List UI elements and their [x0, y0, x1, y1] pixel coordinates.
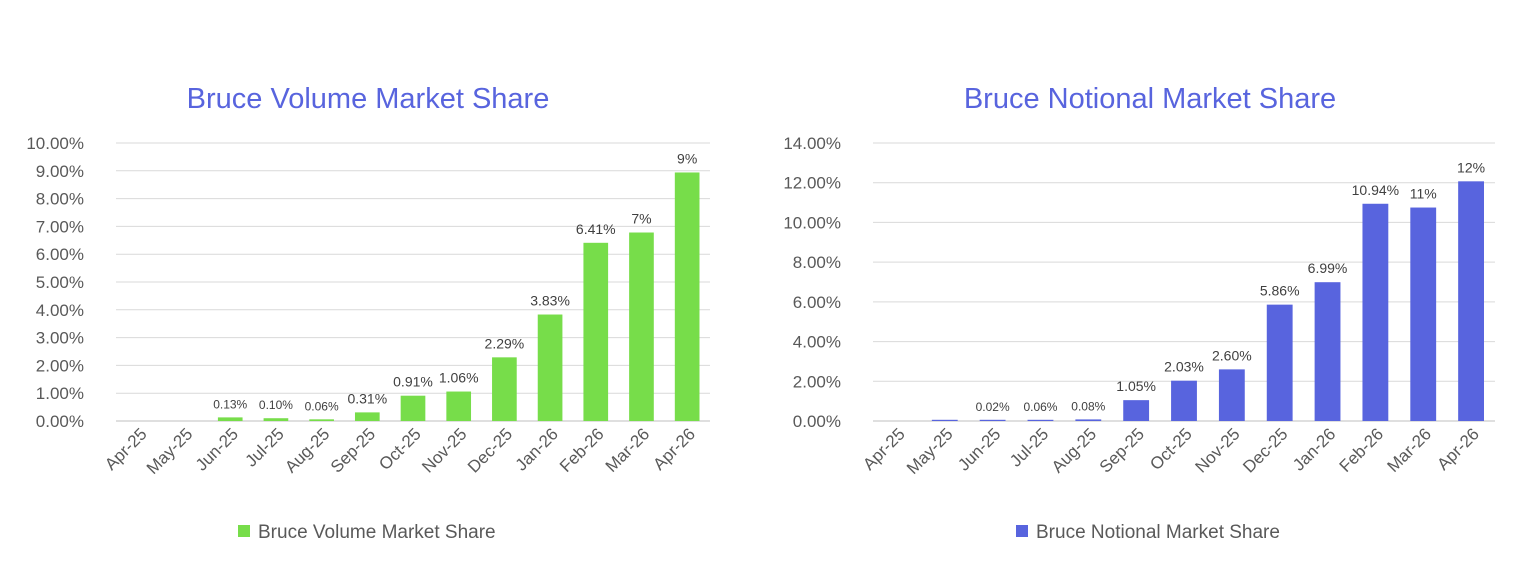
- y-tick-label: 0.00%: [36, 412, 84, 431]
- bar: [674, 172, 700, 421]
- x-tick-label: Nov-25: [1191, 424, 1243, 476]
- x-tick-label: Jun-25: [954, 424, 1004, 474]
- x-tick-label: Nov-25: [418, 424, 470, 476]
- volume-market-share-chart: Bruce Volume Market Share 0.00% 1.00% 2.00%…: [26, 83, 710, 543]
- bar: [492, 357, 517, 421]
- bar: [1314, 282, 1341, 421]
- bar: [979, 419, 1006, 421]
- y-tick-label: 12.00%: [783, 174, 841, 193]
- y-tick-label: 10.00%: [26, 134, 84, 153]
- bar: [1171, 380, 1197, 421]
- x-tick-label: Oct-25: [1146, 424, 1196, 474]
- data-label: 12%: [1457, 159, 1485, 175]
- bar: [583, 242, 609, 421]
- legend-swatch: [238, 525, 250, 537]
- y-tick-label: 2.00%: [36, 356, 84, 375]
- x-tick-label: Jun-25: [192, 424, 242, 474]
- bar: [446, 391, 472, 421]
- data-label: 0.31%: [347, 390, 387, 406]
- bar: [1123, 400, 1150, 421]
- data-label: 0.02%: [976, 400, 1010, 414]
- bar: [537, 314, 563, 421]
- bar: [1027, 419, 1054, 421]
- x-tick-label: Jan-26: [1289, 424, 1339, 474]
- x-tick-label: Sep-25: [327, 424, 379, 476]
- data-label: 2.60%: [1212, 347, 1252, 363]
- y-tick-label: 14.00%: [783, 134, 841, 153]
- bar: [1075, 419, 1102, 421]
- x-tick-label: Feb-26: [1336, 424, 1388, 476]
- y-tick-label: 4.00%: [36, 301, 84, 320]
- x-tick-label: Apr-26: [1433, 424, 1483, 474]
- data-label: 2.29%: [485, 335, 525, 351]
- data-label: 1.06%: [439, 370, 479, 386]
- y-tick-label: 4.00%: [793, 333, 841, 352]
- data-label: 1.05%: [1116, 378, 1156, 394]
- y-tick-label: 3.00%: [36, 329, 84, 348]
- legend-label: Bruce Notional Market Share: [1036, 522, 1280, 543]
- data-label: 0.13%: [213, 397, 247, 411]
- data-label: 2.03%: [1164, 359, 1204, 375]
- bar: [1458, 181, 1484, 421]
- data-label: 10.94%: [1352, 182, 1399, 198]
- x-tick-label: Jan-26: [512, 424, 562, 474]
- y-tick-label: 2.00%: [793, 372, 841, 391]
- data-label: 0.08%: [1071, 399, 1105, 413]
- x-tick-label: Apr-26: [649, 424, 699, 474]
- x-tick-label: Mar-26: [602, 424, 654, 476]
- bar: [217, 417, 243, 421]
- notional-market-share-chart: Bruce Notional Market Share 0.00% 2.00% 4.0…: [783, 83, 1495, 543]
- data-label: 6.41%: [576, 221, 616, 237]
- data-label: 11%: [1410, 186, 1437, 202]
- x-tick-label: Sep-25: [1096, 424, 1148, 476]
- x-tick-label: Oct-25: [375, 424, 425, 474]
- chart-title: Bruce Volume Market Share: [187, 83, 550, 115]
- data-label: 3.83%: [530, 293, 570, 309]
- x-tick-label: Jul-25: [1006, 424, 1052, 470]
- x-tick-label: Feb-26: [556, 424, 608, 476]
- y-tick-label: 0.00%: [793, 412, 841, 431]
- y-tick-label: 7.00%: [36, 217, 84, 236]
- data-label: 0.91%: [393, 374, 433, 390]
- x-tick-label: Dec-25: [1239, 424, 1291, 476]
- bar: [931, 419, 958, 421]
- data-label: 5.86%: [1260, 283, 1300, 299]
- y-tick-label: 6.00%: [793, 293, 841, 312]
- y-tick-label: 6.00%: [36, 245, 84, 264]
- data-label: 0.06%: [305, 399, 339, 413]
- data-label: 0.06%: [1023, 400, 1057, 414]
- bar: [354, 412, 380, 421]
- y-tick-label: 8.00%: [36, 190, 84, 209]
- x-tick-label: May-25: [143, 424, 197, 478]
- legend-swatch: [1016, 525, 1028, 537]
- bar: [1218, 369, 1245, 421]
- x-tick-label: Mar-26: [1384, 424, 1436, 476]
- bar: [263, 418, 289, 421]
- chart-title: Bruce Notional Market Share: [964, 83, 1336, 115]
- x-tick-label: May-25: [903, 424, 957, 478]
- x-tick-label: Apr-25: [859, 424, 909, 474]
- data-label: 9%: [677, 150, 697, 166]
- data-label: 7%: [631, 211, 651, 227]
- y-tick-label: 1.00%: [36, 384, 84, 403]
- y-tick-label: 5.00%: [36, 273, 84, 292]
- bar: [629, 232, 654, 421]
- y-tick-label: 8.00%: [793, 253, 841, 272]
- y-tick-label: 10.00%: [783, 213, 841, 232]
- x-tick-label: Dec-25: [464, 424, 516, 476]
- data-label: 6.99%: [1308, 260, 1348, 276]
- legend-label: Bruce Volume Market Share: [258, 522, 496, 543]
- x-tick-label: Aug-25: [281, 424, 333, 476]
- x-tick-label: Apr-25: [101, 424, 151, 474]
- bar: [1266, 304, 1293, 421]
- x-tick-label: Aug-25: [1048, 424, 1100, 476]
- data-label: 0.10%: [259, 398, 293, 412]
- bar: [1410, 207, 1437, 421]
- bar: [400, 395, 426, 421]
- bar: [309, 419, 334, 421]
- y-tick-label: 9.00%: [36, 162, 84, 181]
- bar: [1362, 203, 1389, 421]
